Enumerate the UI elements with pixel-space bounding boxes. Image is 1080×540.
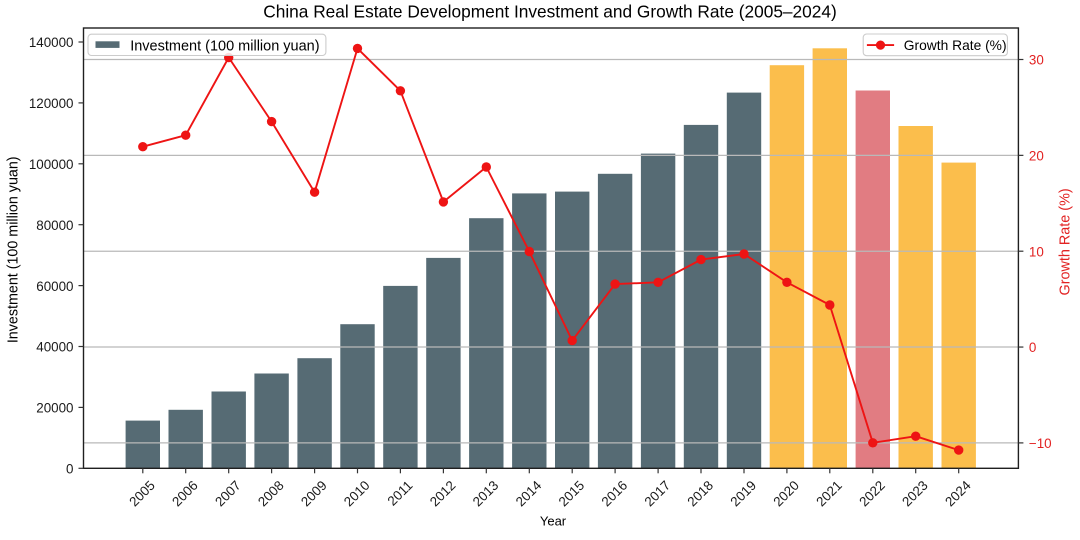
svg-text:30: 30 <box>1029 53 1044 68</box>
svg-text:−10: −10 <box>1029 436 1052 451</box>
svg-text:140000: 140000 <box>29 35 74 50</box>
svg-text:Investment (100 million yuan): Investment (100 million yuan) <box>130 38 319 54</box>
svg-text:0: 0 <box>1029 340 1036 355</box>
svg-text:60000: 60000 <box>36 279 73 294</box>
svg-text:0: 0 <box>66 462 73 477</box>
svg-text:20: 20 <box>1029 149 1044 164</box>
svg-text:Investment (100 million yuan): Investment (100 million yuan) <box>6 156 22 343</box>
svg-text:10: 10 <box>1029 244 1044 259</box>
svg-text:80000: 80000 <box>36 218 73 233</box>
svg-text:China Real Estate Development: China Real Estate Development Investment… <box>263 2 837 22</box>
svg-text:20000: 20000 <box>36 401 73 416</box>
svg-text:40000: 40000 <box>36 340 73 355</box>
svg-text:Year: Year <box>540 514 567 529</box>
svg-text:120000: 120000 <box>29 96 74 111</box>
svg-text:100000: 100000 <box>29 157 74 172</box>
svg-text:Growth Rate (%): Growth Rate (%) <box>904 38 1007 53</box>
svg-text:Growth Rate (%): Growth Rate (%) <box>1058 188 1074 295</box>
